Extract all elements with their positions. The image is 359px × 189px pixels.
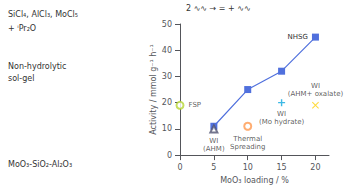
svg-text:WI: WI xyxy=(209,137,218,145)
svg-text:SiCl₄, AlCl₃, MoCl₅: SiCl₄, AlCl₃, MoCl₅ xyxy=(8,10,78,19)
svg-text:(AHM+ oxalate): (AHM+ oxalate) xyxy=(288,90,344,98)
svg-text:WI: WI xyxy=(311,82,320,90)
svg-text:50: 50 xyxy=(162,20,172,29)
svg-text:Spreading: Spreading xyxy=(230,143,265,151)
svg-text:(Mo hydrate): (Mo hydrate) xyxy=(259,118,305,126)
svg-text:10: 10 xyxy=(243,163,253,172)
svg-text:5: 5 xyxy=(211,163,216,172)
svg-text:15: 15 xyxy=(276,163,286,172)
svg-text:FSP: FSP xyxy=(189,101,202,109)
svg-text:WI: WI xyxy=(277,110,286,118)
svg-text:20: 20 xyxy=(162,98,172,107)
svg-text:Activity / mmol g⁻¹ h⁻¹: Activity / mmol g⁻¹ h⁻¹ xyxy=(149,44,158,135)
svg-text:0: 0 xyxy=(167,151,172,160)
svg-text:40: 40 xyxy=(162,46,172,55)
svg-text:Thermal: Thermal xyxy=(232,135,262,143)
svg-text:Non-hydrolytic: Non-hydrolytic xyxy=(8,62,66,71)
svg-text:(AHM): (AHM) xyxy=(203,145,225,153)
svg-text:+ ⁱPr₂O: + ⁱPr₂O xyxy=(8,24,36,33)
svg-text:0: 0 xyxy=(177,163,182,172)
svg-text:20: 20 xyxy=(310,163,320,172)
svg-text:10: 10 xyxy=(162,124,172,133)
svg-text:30: 30 xyxy=(162,72,172,81)
svg-text:NHSG: NHSG xyxy=(288,33,308,41)
svg-text:MoO₃ loading / %: MoO₃ loading / % xyxy=(220,176,289,185)
svg-text:2 ∿∿ → = + ∿∿: 2 ∿∿ → = + ∿∿ xyxy=(186,4,251,13)
svg-text:MoO₃-SiO₂-Al₂O₃: MoO₃-SiO₂-Al₂O₃ xyxy=(8,160,72,169)
svg-text:sol-gel: sol-gel xyxy=(8,74,34,83)
